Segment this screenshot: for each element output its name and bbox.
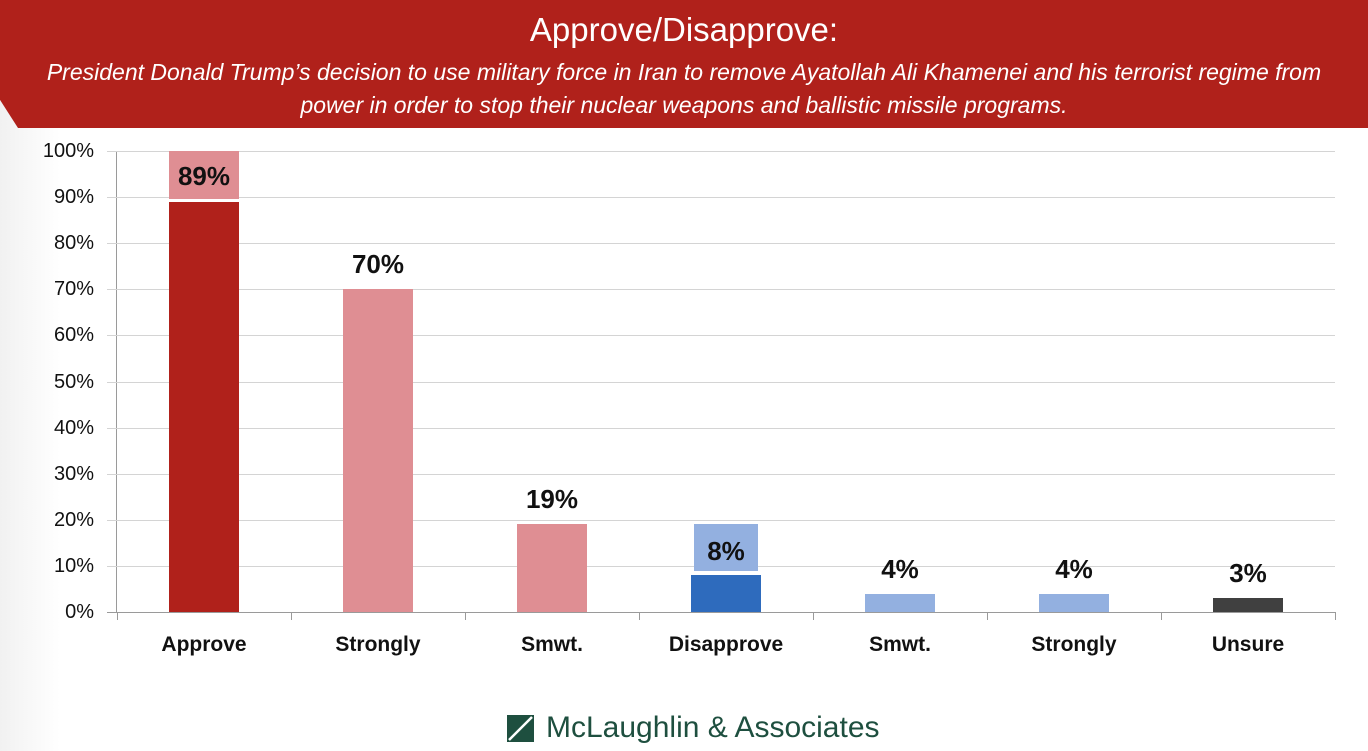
x-axis [107,612,1335,613]
gridline [107,197,1335,198]
header-banner: Approve/Disapprove: President Donald Tru… [0,0,1368,128]
x-tick-mark [987,612,988,620]
value-label: 8% [707,536,745,566]
x-tick-mark [1161,612,1162,620]
gridline [107,151,1335,152]
value-label-box [169,151,239,199]
bar-strongly [1039,594,1109,612]
value-label: 70% [351,249,405,279]
gridline [107,474,1335,475]
y-tick-label: 90% [53,186,94,208]
y-tick-label: 50% [53,371,94,393]
bar-disapprove [691,575,761,612]
bar-smwt [517,524,587,612]
y-tick-label: 0% [65,601,94,623]
y-tick-label: 40% [53,417,94,439]
y-tick-label: 20% [53,509,94,531]
x-category-label: Smwt. [869,633,931,656]
bar-unsure [1213,598,1283,612]
chart-title: Approve/Disapprove: [529,11,839,48]
gridline [107,382,1335,383]
x-tick-mark [465,612,466,620]
y-tick-label: 70% [53,278,94,300]
y-tick-label: 60% [53,324,94,346]
value-label: 19% [525,484,579,514]
x-category-label: Unsure [1211,633,1285,656]
gridline [107,428,1335,429]
y-tick-label: 30% [53,463,94,485]
slash-square-icon [507,714,534,742]
x-category-label: Strongly [335,633,421,656]
y-tick-label: 80% [53,232,94,254]
value-label: 3% [1229,558,1267,588]
gridline [107,335,1335,336]
x-tick-mark [117,612,118,620]
x-tick-mark [291,612,292,620]
gridline [107,520,1335,521]
x-category-label: Smwt. [521,633,583,656]
bar-approve [169,202,239,612]
value-label-box [694,524,758,571]
footer-logo: McLaughlin & Associates [507,708,880,748]
company-name: McLaughlin & Associates [546,711,880,744]
value-label: 4% [1055,554,1093,584]
gridline [107,289,1335,290]
x-tick-mark [639,612,640,620]
x-category-label: Disapprove [668,633,784,656]
value-label: 89% [177,161,231,191]
chart-subtitle: President Donald Trump’s decision to use… [46,59,1322,118]
bar-smwt [865,594,935,612]
x-tick-mark [813,612,814,620]
x-category-label: Strongly [1031,633,1117,656]
x-tick-mark [1335,612,1336,620]
gridline [107,243,1335,244]
y-tick-label: 100% [42,140,94,162]
y-tick-label: 10% [53,555,94,577]
bar-strongly [343,289,413,612]
value-label: 4% [881,554,919,584]
x-category-label: Approve [161,633,247,656]
